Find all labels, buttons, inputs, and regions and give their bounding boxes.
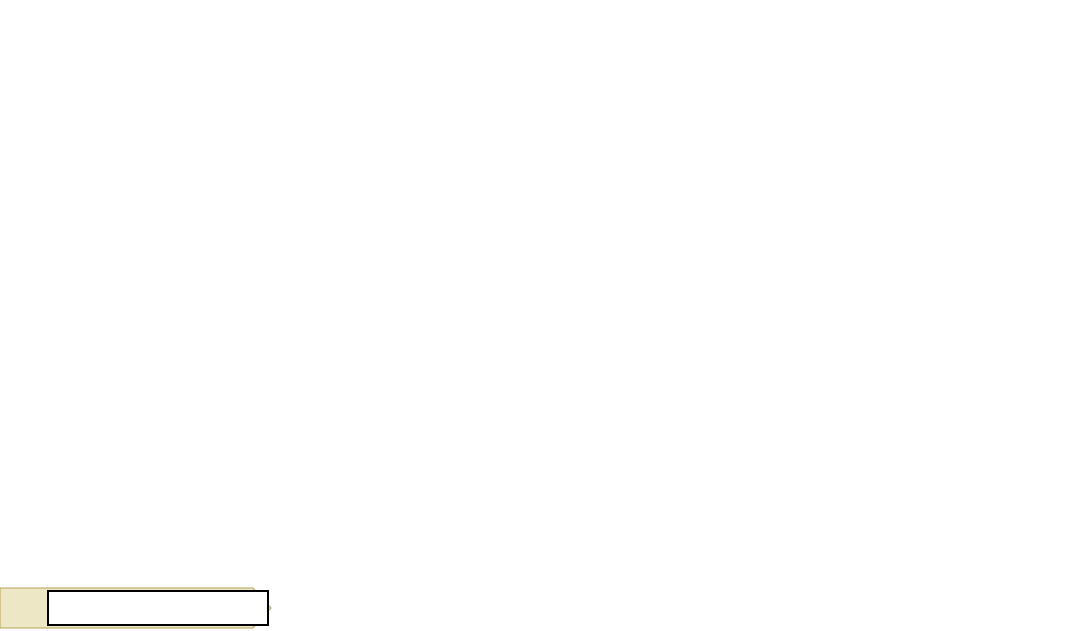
flow-step-box [48, 591, 268, 625]
